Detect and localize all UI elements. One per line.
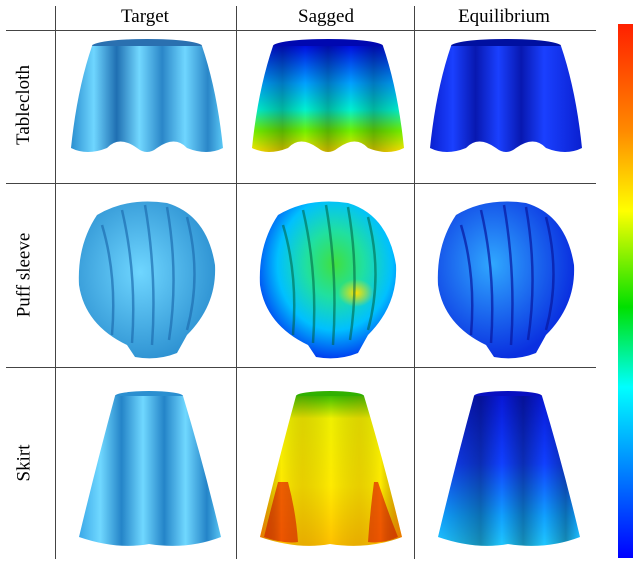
puff-sleeve-equilibrium-render <box>416 185 596 365</box>
puff-sleeve-sagged-render <box>238 185 418 365</box>
skirt-equilibrium-render <box>416 372 596 552</box>
skirt-sagged-render <box>238 372 418 552</box>
grid-line-vertical-2 <box>236 6 237 559</box>
grid-line-vertical-1 <box>55 6 56 559</box>
grid-line-horizontal-3 <box>6 367 596 368</box>
colorbar <box>618 24 633 558</box>
tablecloth-equilibrium-render <box>416 30 596 180</box>
grid-line-vertical-3 <box>414 6 415 559</box>
column-header-equilibrium: Equilibrium <box>458 6 550 27</box>
tablecloth-sagged-render <box>238 30 418 180</box>
row-label-skirt: Skirt <box>12 444 34 481</box>
column-header-target: Target <box>121 6 169 27</box>
grid-line-horizontal-2 <box>6 183 596 184</box>
tablecloth-target-render <box>57 30 237 180</box>
puff-sleeve-target-render <box>57 185 237 365</box>
grid-line-horizontal-1 <box>6 30 596 31</box>
row-label-tablecloth: Tablecloth <box>13 65 35 145</box>
row-label-puff-sleeve: Puff sleeve <box>13 232 35 318</box>
skirt-target-render <box>57 372 237 552</box>
column-header-sagged: Sagged <box>298 6 354 27</box>
